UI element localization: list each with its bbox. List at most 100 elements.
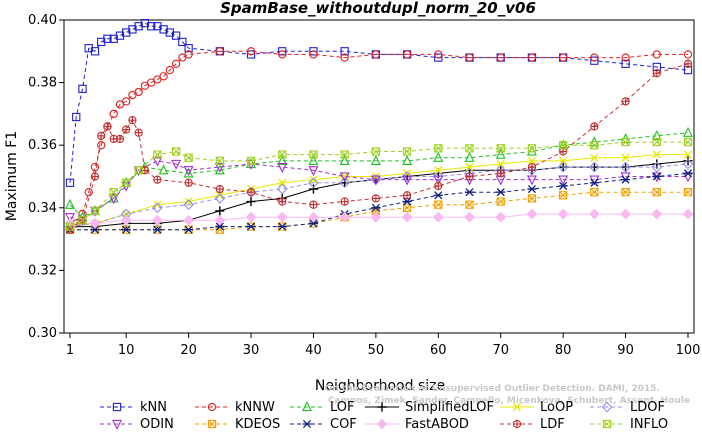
data-point bbox=[72, 112, 81, 122]
legend-item: LOF bbox=[290, 400, 355, 415]
data-point bbox=[589, 178, 599, 187]
data-point bbox=[590, 122, 599, 131]
series-layer bbox=[64, 18, 694, 234]
data-point bbox=[620, 208, 631, 220]
data-point bbox=[65, 198, 75, 209]
legend-marker bbox=[377, 402, 387, 412]
data-point bbox=[340, 172, 349, 181]
data-point bbox=[370, 211, 382, 223]
data-point bbox=[652, 188, 661, 197]
series-inflo bbox=[65, 137, 693, 231]
data-point bbox=[109, 188, 118, 197]
data-point bbox=[215, 206, 225, 216]
data-point bbox=[590, 141, 599, 150]
data-point bbox=[90, 172, 100, 181]
data-point bbox=[246, 222, 256, 231]
legend-item: LDF bbox=[500, 417, 565, 432]
data-point bbox=[278, 197, 287, 206]
x-tick-label: 70 bbox=[492, 343, 509, 358]
x-tick-label: 40 bbox=[305, 343, 322, 358]
data-point bbox=[171, 147, 181, 156]
data-point bbox=[652, 150, 661, 159]
data-point bbox=[434, 50, 443, 59]
legend-item: kNNW bbox=[195, 400, 275, 415]
data-point bbox=[246, 196, 256, 207]
data-point bbox=[214, 162, 225, 173]
data-point bbox=[527, 53, 537, 62]
data-point bbox=[434, 200, 443, 209]
data-point bbox=[464, 151, 475, 162]
data-point bbox=[682, 158, 694, 170]
data-point bbox=[432, 211, 444, 223]
data-point bbox=[558, 175, 569, 186]
data-point bbox=[621, 153, 630, 162]
data-point bbox=[557, 208, 569, 220]
data-point bbox=[277, 162, 288, 173]
data-point bbox=[308, 211, 319, 223]
data-point bbox=[527, 194, 537, 203]
x-tick-label: 90 bbox=[617, 343, 634, 358]
data-point bbox=[134, 128, 143, 137]
data-point bbox=[683, 126, 693, 137]
data-point bbox=[214, 214, 226, 226]
data-point bbox=[340, 150, 349, 159]
data-point bbox=[184, 50, 193, 59]
data-point bbox=[527, 144, 537, 153]
legend-marker bbox=[302, 401, 312, 412]
data-point bbox=[120, 214, 132, 226]
data-point bbox=[183, 167, 194, 178]
y-tick-label: 0.38 bbox=[28, 76, 57, 91]
data-point bbox=[621, 53, 630, 62]
data-point bbox=[246, 47, 256, 56]
data-point bbox=[683, 59, 693, 68]
legend-marker bbox=[207, 419, 217, 429]
data-point bbox=[84, 187, 93, 197]
legend-item: SimplifiedLOF bbox=[365, 400, 494, 415]
data-point bbox=[465, 172, 474, 181]
data-point bbox=[308, 166, 319, 177]
y-tick-label: 0.34 bbox=[28, 201, 57, 216]
data-point bbox=[465, 163, 474, 172]
data-point bbox=[246, 156, 256, 165]
data-point bbox=[214, 193, 226, 204]
legend-item: FastABOD bbox=[365, 417, 469, 432]
data-point bbox=[122, 97, 131, 106]
data-point bbox=[588, 161, 600, 173]
data-point bbox=[339, 211, 351, 223]
data-point bbox=[278, 178, 287, 187]
data-point bbox=[340, 197, 349, 206]
data-point bbox=[683, 188, 693, 197]
data-point bbox=[652, 137, 661, 147]
data-point bbox=[402, 175, 413, 186]
data-point bbox=[308, 155, 319, 165]
data-point bbox=[109, 109, 118, 119]
data-point bbox=[153, 150, 162, 159]
x-tick-label: 100 bbox=[676, 343, 701, 358]
data-point bbox=[401, 211, 413, 223]
legend-label: LOF bbox=[330, 400, 355, 415]
data-point bbox=[215, 184, 224, 194]
x-tick-label: 20 bbox=[180, 343, 197, 358]
legend-label: COF bbox=[330, 417, 357, 432]
data-point bbox=[152, 214, 163, 226]
legend-label: ODIN bbox=[140, 417, 174, 432]
data-point bbox=[683, 150, 693, 159]
legend-marker bbox=[512, 419, 522, 429]
data-point bbox=[178, 37, 187, 47]
data-point bbox=[401, 171, 413, 182]
data-point bbox=[371, 194, 381, 203]
data-point bbox=[496, 197, 505, 206]
data-point bbox=[183, 214, 194, 226]
data-point bbox=[158, 164, 169, 175]
data-point bbox=[651, 161, 663, 173]
data-point bbox=[171, 31, 181, 40]
data-point bbox=[496, 159, 505, 169]
legend-label: SimplifiedLOF bbox=[405, 400, 494, 415]
watermark-line-2: On the Evaluation of Unsupervised Outlie… bbox=[325, 384, 660, 394]
y-axis-label: Maximum F1 bbox=[4, 131, 20, 221]
data-point bbox=[97, 131, 106, 140]
data-point bbox=[184, 197, 193, 206]
data-point bbox=[115, 134, 125, 144]
data-point bbox=[402, 50, 412, 59]
data-point bbox=[651, 129, 662, 140]
